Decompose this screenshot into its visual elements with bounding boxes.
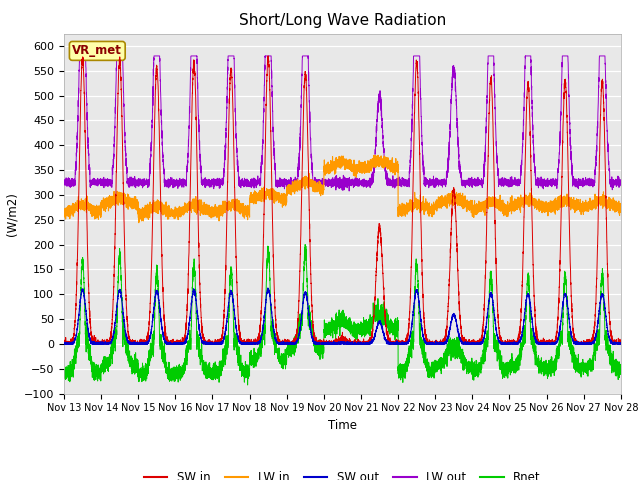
Y-axis label: (W/m2): (W/m2): [5, 192, 19, 236]
Legend: SW in, LW in, SW out, LW out, Rnet: SW in, LW in, SW out, LW out, Rnet: [139, 466, 546, 480]
Title: Short/Long Wave Radiation: Short/Long Wave Radiation: [239, 13, 446, 28]
Text: VR_met: VR_met: [72, 44, 122, 58]
X-axis label: Time: Time: [328, 419, 357, 432]
